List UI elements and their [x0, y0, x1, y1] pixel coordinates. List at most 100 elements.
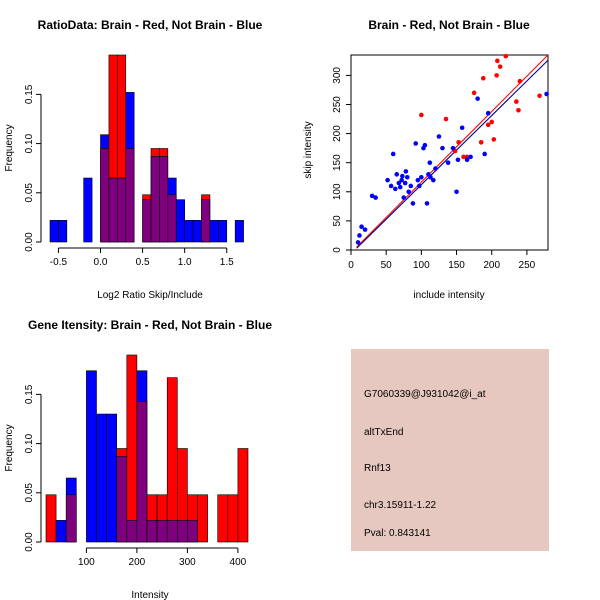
y-tick-label-0: 0.00 [24, 232, 35, 252]
not-brain-bar-1 [58, 220, 68, 243]
not-brain-point-45 [485, 110, 491, 116]
gene-hist-bars [45, 354, 249, 543]
not-brain-bar-4 [86, 370, 97, 543]
gene-histogram-panel: Gene Itensity: Brain - Red, Not Brain - … [4, 318, 272, 600]
brain-point-14 [497, 64, 503, 69]
ratio-hist-bars [49, 54, 244, 243]
info-event-type: altTxEnd [364, 427, 403, 438]
y-tick-label-3: 0.15 [24, 384, 35, 404]
not-brain-point-36 [445, 160, 451, 165]
not-brain-point-19 [406, 189, 411, 195]
not-brain-bar-1 [55, 520, 67, 543]
not-brain-point-2 [359, 224, 364, 230]
overlap-bar-12 [166, 520, 178, 543]
not-brain-point-38 [454, 189, 459, 195]
not-brain-point-1 [357, 233, 362, 238]
y-tick-label-2: 0.10 [24, 133, 35, 153]
scatter-x-label-2: 100 [413, 260, 430, 271]
not-brain-point-24 [416, 183, 422, 189]
not-brain-point-27 [422, 142, 428, 148]
overlap-bar-2 [65, 494, 77, 543]
brain-point-8 [480, 75, 486, 81]
info-panel: G7060339@J931042@i_at altTxEnd Rnf13 chr… [351, 349, 549, 551]
x-tick-label-3: 400 [230, 557, 247, 568]
x-tick-label-1: 0.0 [94, 257, 108, 268]
not-brain-point-13 [399, 177, 404, 183]
info-location: chr3.15911-1.22 [364, 500, 437, 511]
not-brain-point-21 [410, 201, 416, 206]
scatter-y-label-4: 200 [332, 125, 343, 142]
not-brain-point-39 [455, 157, 461, 163]
not-brain-point-4 [369, 193, 375, 199]
not-brain-point-12 [397, 184, 403, 190]
scatter-y-label-5: 250 [332, 96, 343, 113]
brain-bar-8 [126, 354, 138, 543]
not-brain-point-17 [403, 169, 409, 174]
not-brain-point-11 [396, 180, 402, 186]
scatter-y-label-2: 100 [332, 183, 343, 200]
not-brain-point-33 [433, 166, 438, 171]
brain-point-16 [514, 99, 519, 104]
overlap-bar-9 [136, 400, 148, 543]
not-brain-point-32 [431, 177, 436, 183]
not-brain-point-6 [385, 177, 390, 183]
not-brain-point-42 [468, 154, 473, 160]
not-brain-point-37 [450, 145, 456, 151]
overlap-bar-10 [146, 520, 158, 543]
brain-point-11 [491, 137, 497, 142]
not-brain-bar-19 [209, 220, 219, 243]
not-brain-point-23 [415, 177, 421, 183]
overlap-bar-13 [177, 520, 188, 543]
brain-bar-0 [45, 494, 57, 543]
not-brain-point-28 [424, 201, 430, 206]
brain-point-13 [495, 58, 500, 64]
scatter-panel: Brain - Red, Not Brain - Blue 0 50 100 150 2… [303, 18, 549, 301]
not-brain-point-44 [482, 151, 487, 157]
not-brain-point-25 [419, 174, 424, 180]
x-tick-label-2: 0.5 [136, 257, 150, 268]
overlap-bar-18 [201, 199, 211, 243]
x-tick-label-1: 200 [129, 557, 146, 568]
brain-bar-18 [227, 494, 239, 543]
y-tick-label-1: 0.05 [24, 183, 35, 203]
brain-point-10 [489, 119, 495, 125]
not-brain-point-41 [464, 157, 470, 163]
not-brain-bar-6 [106, 413, 117, 543]
brain-point-12 [494, 73, 499, 78]
overlap-bar-8 [126, 520, 138, 543]
ratio-hist-title: RatioData: Brain - Red, Not Brain - Blue [38, 18, 263, 32]
overlap-bar-14 [187, 520, 198, 543]
overlap-bar-8 [117, 177, 127, 243]
brain-point-15 [503, 53, 509, 59]
not-brain-bar-15 [175, 199, 185, 243]
ratio-hist-xlabel: Log2 Ratio Skip/Include [97, 290, 203, 301]
overlap-bar-7 [108, 177, 118, 243]
scatter-ylabel: skip intensity [303, 121, 314, 178]
not-brain-point-43 [475, 96, 480, 101]
scatter-y-label-6: 300 [332, 67, 343, 84]
not-brain-point-40 [459, 125, 465, 131]
brain-point-19 [537, 93, 542, 99]
gene-hist-axes: 100 200 300 400 0.00 0.05 0.10 0.15 [24, 384, 247, 568]
not-brain-point-3 [362, 227, 368, 232]
overlap-bar-14 [167, 194, 177, 243]
not-brain-bar-22 [234, 220, 244, 243]
overlap-bar-7 [116, 456, 128, 543]
brain-bar-19 [237, 448, 249, 543]
brain-point-3 [456, 140, 461, 145]
scatter-x-label-5: 250 [519, 260, 536, 271]
gene-hist-title: Gene Itensity: Brain - Red, Not Brain - … [28, 318, 272, 332]
brain-point-9 [485, 122, 491, 128]
scatter-fit-lines [356, 55, 548, 249]
brain-point-0 [419, 112, 424, 118]
not-brain-bar-5 [96, 413, 107, 543]
not-brain-bar-16 [184, 220, 194, 243]
not-brain-bar-17 [192, 220, 202, 243]
scatter-y-label-0: 0 [332, 247, 343, 253]
not-brain-point-5 [373, 195, 378, 200]
not-brain-point-31 [428, 174, 433, 180]
not-brain-point-7 [388, 183, 394, 189]
scatter-axes: 0 50 100 150 200 250 0 50 100 150 200 250 300 [332, 67, 536, 271]
not-brain-point-30 [427, 160, 433, 165]
